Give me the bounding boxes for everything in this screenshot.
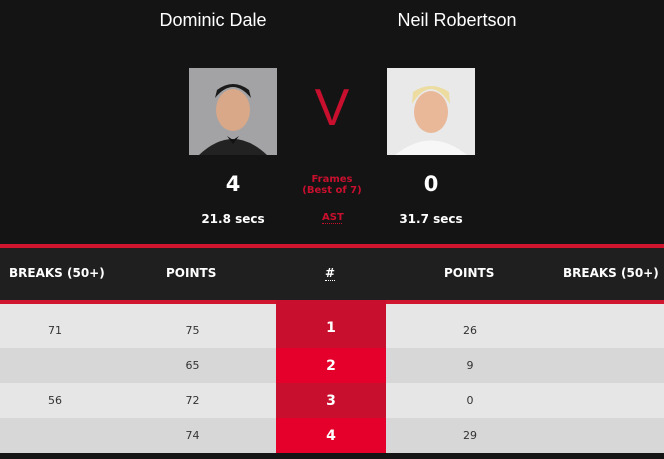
ast-label[interactable]: AST [322,212,344,224]
frame-number-cell: 3 [276,383,386,418]
p1-breaks-cell: 71 [48,323,62,337]
frames-label: Frames (Best of 7) [282,174,382,196]
player1-photo [189,68,277,155]
col-p2-points: POINTS [444,266,495,280]
player1-name[interactable]: Dominic Dale [159,10,267,30]
player1-avg-shot-time: 21.8 secs [201,212,265,226]
p1-breaks-cell: 56 [48,394,62,407]
col-p2-breaks: BREAKS (50+) [563,266,659,280]
frame-number-cell: 2 [276,348,386,383]
table-row: 56 72 3 0 [0,383,664,418]
p2-breaks-cell [555,304,655,348]
player2-avg-shot-time: 31.7 secs [399,212,463,226]
p2-points-cell: 26 [463,323,477,337]
p2-breaks-cell [555,383,655,418]
player2-name[interactable]: Neil Robertson [397,10,517,30]
table-row: 71 75 1 26 [0,300,664,348]
p2-breaks-cell [555,418,655,453]
match-header: Dominic Dale Neil Robertson V 4 0 Frames… [159,10,517,226]
best-of-text: (Best of 7) [302,185,362,196]
p1-points-cell: 75 [185,323,200,337]
p2-points-cell: 29 [463,429,477,442]
divider [0,244,664,248]
frames-text: Frames [311,174,353,185]
table-row: 65 2 9 [0,348,664,383]
p2-points-cell: 0 [466,394,474,407]
col-p1-breaks: BREAKS (50+) [9,266,105,280]
player2-score: 0 [423,172,439,196]
player2-photo [387,68,475,155]
p2-points-cell: 9 [466,359,474,372]
versus-label: V [314,79,350,137]
p1-points-cell: 74 [185,429,200,442]
p2-breaks-cell [555,348,655,383]
player1-score: 4 [225,172,241,196]
table-header: BREAKS (50+) POINTS # POINTS BREAKS (50+… [0,248,664,300]
p1-breaks-cell [9,418,101,453]
frame-number-cell: 4 [276,418,386,453]
p1-breaks-cell [9,348,101,383]
p1-points-cell: 72 [185,394,200,407]
col-frame[interactable]: # [325,266,336,281]
frames-table: 71 75 1 26 65 2 9 56 72 3 0 74 4 29 [0,300,664,453]
table-row: 74 4 29 [0,418,664,453]
frame-number-cell: 1 [276,300,386,348]
col-p1-points: POINTS [166,266,217,280]
p1-points-cell: 65 [185,359,200,372]
